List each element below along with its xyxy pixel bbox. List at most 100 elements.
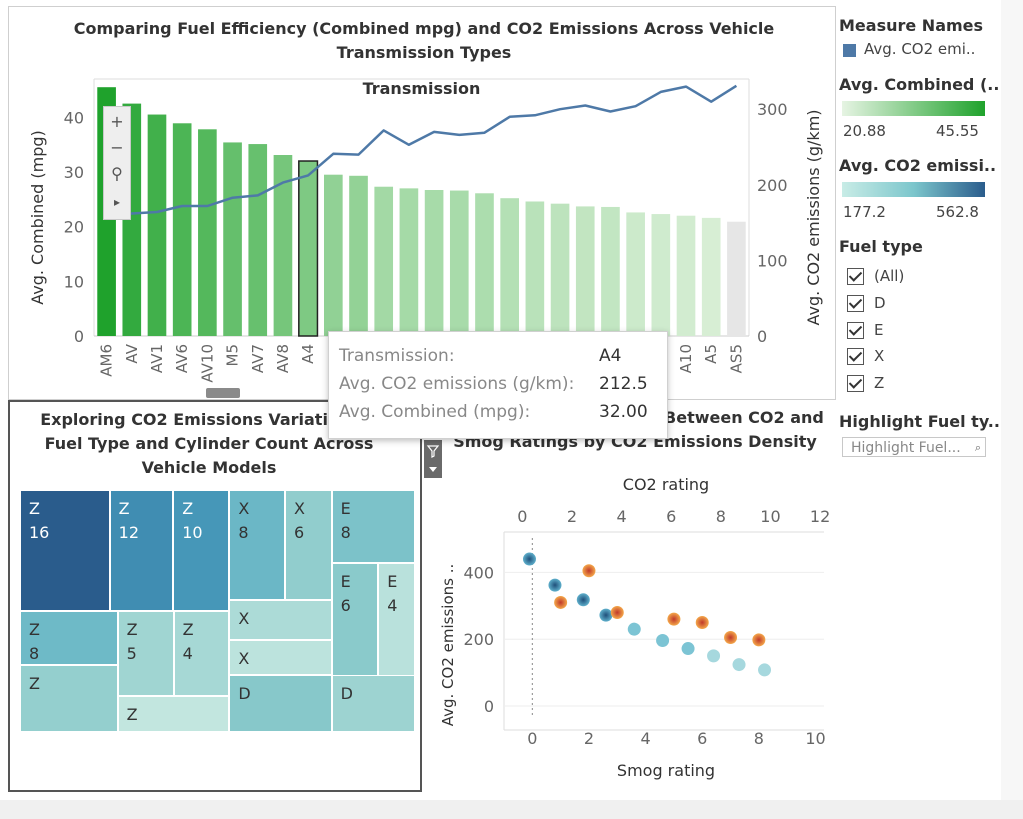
bar-mark [399,188,419,336]
treemap-cell[interactable]: D [331,675,415,732]
treemap-cell[interactable]: Z 16 [20,490,110,611]
zoom-in-button[interactable]: + [110,112,124,131]
resize-handle[interactable] [206,388,240,398]
scatter-point [695,615,709,629]
scatter-top-tick-label: 10 [760,507,780,526]
bar-mark [298,160,319,337]
bar-mark [248,144,268,336]
treemap-fuel-label: X [238,499,250,518]
x-tick-label: AV6 [173,344,191,373]
scatter-x-tick-label: 4 [640,729,650,748]
scatter-point [667,612,681,626]
x-tick-label: AV8 [274,344,292,373]
checkbox-icon[interactable] [847,267,864,285]
checkbox-icon[interactable] [847,321,864,339]
x-tick-label: A4 [299,344,317,364]
scatter-point [627,622,641,636]
treemap-cell[interactable]: X [229,600,332,641]
bar-mark [550,203,570,336]
x-tick-label: AS5 [727,344,745,373]
bar-mark [273,155,293,336]
left-axis-tick-label: 30 [64,163,84,182]
scatter-point [582,564,596,578]
x-tick-label: AV7 [249,344,267,373]
legend-co2-gradient [842,182,985,197]
scatter-panel: Examining Relationship Between CO2 and S… [424,400,834,792]
treemap-fuel-label: Z [126,620,138,639]
bar-mark [500,198,519,336]
treemap-cell[interactable]: D [229,675,332,732]
fuel-filter-e[interactable]: E [847,319,883,341]
co2-series-line [106,84,738,218]
zoom-out-button[interactable]: − [110,138,124,157]
x-axis-header-label: Transmission [363,79,481,98]
scatter-chart: CO2 rating 0 2 4 6 8 10 12 0 200 400 0 2 4 6 8 10 Smog ra… [439,475,830,780]
treemap-fuel-label: Z [126,705,138,725]
checkbox-icon[interactable] [847,347,864,365]
bar-mark [475,193,494,336]
scatter-top-axis-title: CO2 rating [623,475,709,494]
fuel-filter-x[interactable]: X [847,345,884,367]
scatter-x-axis-title: Smog rating [617,761,715,780]
treemap-title: Exploring CO2 Emissions Variation by Fue… [40,410,378,477]
tooltip-label-co2: Avg. CO2 emissions (g/km): [339,374,575,394]
treemap-cylinder-label: 8 [340,523,351,542]
bar-mark [525,201,545,336]
scatter-top-tick-label: 6 [666,507,676,526]
treemap-area: Z 16 Z 12 Z 10 X 8 X 6 E 8 E 6 E 4 X X Z 8 Z 5 Z 4 Z Z D D [20,490,415,732]
treemap-fuel-label: Z [118,499,130,518]
filter-button[interactable] [424,440,442,478]
fuel-filter-d[interactable]: D [847,292,886,314]
tooltip-value-transmission: A4 [599,346,622,366]
legend-combined-min: 20.88 [843,122,886,140]
scatter-point [548,578,562,592]
fuel-filter-z[interactable]: Z [847,372,884,394]
bar-mark [676,215,696,336]
window-bottom-strip [0,800,1023,819]
bar-mark [198,129,217,336]
checkbox-icon[interactable] [847,374,864,392]
treemap-cylinder-label: 4 [182,644,193,663]
treemap-cylinder-label: 10 [182,523,203,542]
treemap-cell[interactable]: X [229,640,332,676]
scatter-x-tick-label: 10 [805,729,825,748]
right-axis-title: Avg. CO2 emissions (g/km) [804,109,823,325]
scatter-top-tick-label: 0 [517,507,527,526]
legend-co2-title: Avg. CO2 emissi.. [839,156,997,175]
treemap-cylinder-label: 6 [340,595,351,615]
scatter-point [522,552,536,566]
scatter-top-tick-label: 8 [716,507,726,526]
zoom-toolbar: + − ⚲ ▸ [103,106,131,220]
treemap-cell[interactable]: Z 10 [173,490,230,611]
expand-icon[interactable]: ▸ [113,195,121,209]
fuel-filter-all[interactable]: (All) [847,265,904,287]
search-icon: ⌕ [974,441,981,454]
pin-icon[interactable]: ⚲ [111,164,123,183]
checkbox-icon[interactable] [847,294,864,312]
scatter-point [610,605,624,619]
legend-swatch-co2 [843,44,856,57]
highlight-fuel-input[interactable]: Highlight Fuel... ⌕ [842,437,986,457]
treemap-cell[interactable]: Z [20,664,118,732]
legend-co2-max: 562.8 [936,203,979,221]
treemap-cell[interactable]: Z [117,696,230,732]
bar-mark [349,175,368,336]
bar-mark [575,206,595,336]
legend-highlight-title: Highlight Fuel ty.. [839,412,1000,431]
treemap-panel: Exploring CO2 Emissions Variation by Fue… [8,400,422,792]
treemap-cell[interactable]: Z 12 [109,490,174,611]
tooltip-label-transmission: Transmission: [339,346,455,366]
scatter-point [707,649,721,663]
treemap-fuel-label: D [238,684,251,704]
tooltip-value-co2: 212.5 [599,374,648,394]
treemap-fuel-label: X [294,499,305,518]
left-axis-tick-label: 40 [64,108,84,127]
